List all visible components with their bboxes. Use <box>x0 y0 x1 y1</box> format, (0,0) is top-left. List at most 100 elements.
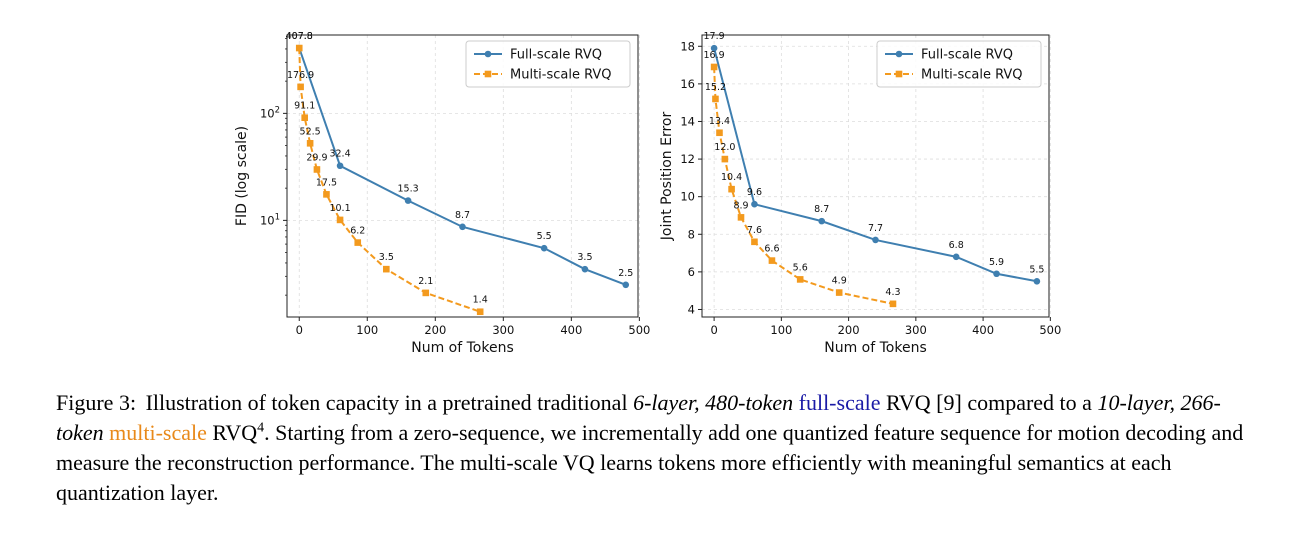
data-label-multi: 15.2 <box>705 82 726 93</box>
caption-text-1: Illustration of token capacity in a pret… <box>145 390 634 415</box>
x-tick-label: 200 <box>838 323 860 337</box>
x-tick-label: 0 <box>710 323 717 337</box>
data-point-multi <box>306 140 314 147</box>
data-point-multi <box>297 83 304 91</box>
data-label-full: 6.8 <box>949 240 964 251</box>
y-tick-label: 16 <box>680 77 695 91</box>
x-tick-label: 500 <box>1039 323 1061 337</box>
data-point-multi <box>323 191 330 198</box>
y-axis-label: Joint Position Error <box>659 112 675 242</box>
data-label-full: 5.5 <box>1029 264 1044 275</box>
data-label-multi: 13.4 <box>709 116 730 127</box>
caption-text-4: . Starting from a zero-sequence, we incr… <box>56 420 1244 505</box>
legend-box <box>465 40 631 88</box>
data-point-multi <box>768 257 776 264</box>
x-tick-label: 400 <box>560 323 582 337</box>
figure-caption: Figure 3: Illustration of token capacity… <box>56 388 1246 508</box>
data-label-multi: 1.4 <box>473 295 488 306</box>
data-point-multi <box>383 265 390 273</box>
data-point-full <box>818 217 826 225</box>
data-label-multi: 17.5 <box>316 177 337 188</box>
data-point-full <box>622 281 630 289</box>
data-label-full: 3.5 <box>577 252 592 263</box>
data-point-multi <box>835 289 843 296</box>
x-tick-label: 100 <box>356 323 378 337</box>
caption-full-scale: full-scale <box>798 390 881 415</box>
caption-italic-2: 10-layer, 266-token <box>56 390 1221 445</box>
data-label-full: 15.3 <box>398 184 419 195</box>
data-label-multi: 4.3 <box>885 287 900 298</box>
y-tick-label: 10 <box>680 190 695 204</box>
data-point-full <box>1033 277 1041 285</box>
data-point-multi <box>712 95 719 103</box>
data-point-multi <box>721 155 729 163</box>
data-label-full: 7.7 <box>868 223 883 234</box>
y-tick-label: 8 <box>688 227 695 241</box>
data-point-multi <box>301 114 308 121</box>
data-label-multi: 6.2 <box>350 226 365 237</box>
data-label-multi: 176.9 <box>287 70 314 81</box>
y-tick-label: 102 <box>260 105 280 120</box>
data-point-multi <box>336 216 344 224</box>
data-label-multi: 6.6 <box>764 244 779 255</box>
data-point-full <box>459 223 466 231</box>
y-tick-label: 14 <box>680 114 695 128</box>
data-label-full: 5.5 <box>537 231 552 242</box>
data-point-full <box>404 197 412 204</box>
legend-label-multi: Multi-scale RVQ <box>921 68 1023 83</box>
data-label-full: 407.8 <box>286 31 313 42</box>
data-point-full <box>952 253 960 261</box>
data-label-multi: 12.0 <box>714 142 735 153</box>
data-label-full: 9.6 <box>747 187 762 198</box>
legend-label-full: Full-scale RVQ <box>510 48 602 63</box>
caption-text-3: RVQ <box>206 420 258 445</box>
data-point-full <box>993 270 1000 278</box>
data-point-multi <box>313 166 321 173</box>
legend-marker-multi <box>484 70 492 78</box>
x-tick-label: 500 <box>628 323 650 337</box>
data-label-full: 8.7 <box>455 210 470 221</box>
x-tick-label: 0 <box>296 323 303 337</box>
x-tick-label: 400 <box>972 323 994 337</box>
data-label-multi: 91.1 <box>294 101 315 112</box>
data-label-multi: 4.9 <box>832 276 847 287</box>
data-label-full: 8.7 <box>814 204 829 215</box>
caption-multi-scale: multi-scale <box>109 420 207 445</box>
caption-italic-1: 6-layer, 480-token <box>633 390 794 415</box>
caption-label: Figure 3: <box>56 390 137 415</box>
data-point-multi <box>295 44 303 52</box>
data-label-multi: 16.9 <box>704 50 725 61</box>
data-label-full: 2.5 <box>618 268 633 279</box>
plot-frame <box>701 34 1050 318</box>
data-label-multi: 29.9 <box>306 152 327 163</box>
plot-frame <box>286 34 639 318</box>
legend-marker-multi <box>895 70 903 78</box>
legend-marker-full <box>895 50 903 58</box>
data-point-full <box>336 162 344 170</box>
data-label-multi: 2.1 <box>418 276 433 287</box>
data-label-multi: 8.9 <box>733 200 748 211</box>
y-tick-label: 101 <box>260 212 280 227</box>
legend-box <box>876 40 1042 88</box>
data-label-multi: 10.1 <box>329 203 350 214</box>
x-tick-label: 200 <box>424 323 446 337</box>
data-label-full: 5.9 <box>989 257 1004 268</box>
data-label-multi: 3.5 <box>379 252 394 263</box>
data-label-multi: 10.4 <box>721 172 742 183</box>
legend-label-multi: Multi-scale RVQ <box>510 68 612 83</box>
data-label-multi: 7.6 <box>747 225 762 236</box>
data-point-full <box>581 265 589 273</box>
x-tick-label: 300 <box>905 323 927 337</box>
x-tick-label: 100 <box>770 323 792 337</box>
y-tick-label: 4 <box>688 302 695 316</box>
x-tick-label: 300 <box>492 323 514 337</box>
data-point-multi <box>476 308 484 316</box>
data-label-full: 32.4 <box>329 149 350 160</box>
data-point-multi <box>710 63 718 71</box>
chart-panel-2: 0 100 200 300 400 500 4 6 8 10 12 14 16 18 Num of Toke… <box>659 31 1061 356</box>
data-label-full: 17.9 <box>704 31 725 42</box>
legend-marker-full <box>484 50 492 58</box>
data-point-full <box>540 244 548 252</box>
data-point-multi <box>737 214 745 221</box>
caption-text-2: RVQ [9] compared to a <box>880 390 1098 415</box>
